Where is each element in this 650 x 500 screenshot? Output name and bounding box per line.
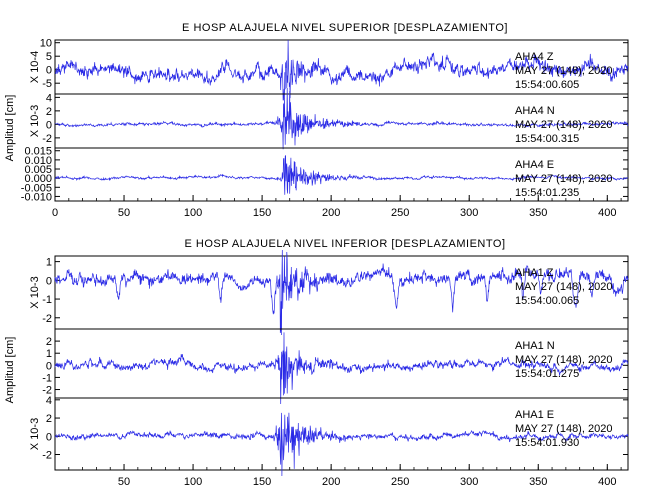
time-label: 15:54:00.605 xyxy=(515,79,579,91)
y-tick-label: 0.015 xyxy=(24,146,52,158)
y-tick-label: 2 xyxy=(46,106,52,118)
y-tick-label: -0.005 xyxy=(21,182,52,194)
y-tick-label: -2 xyxy=(42,133,52,145)
y-tick-label: -5 xyxy=(42,78,52,90)
station-label: AHA1 Z xyxy=(515,267,554,279)
date-label: MAY 27 (148), 2020 xyxy=(515,119,612,131)
time-label: 15:54:00.315 xyxy=(515,133,579,145)
y-tick-label: 0 xyxy=(46,431,52,443)
x-tick-label: 200 xyxy=(322,476,340,488)
trace-aha1-n xyxy=(54,332,629,405)
x-tick-label: 100 xyxy=(184,476,202,488)
date-label: MAY 27 (148), 2020 xyxy=(515,65,612,77)
station-label: AHA1 E xyxy=(515,409,554,421)
y-scale-label: X 10-3 xyxy=(29,418,41,450)
x-tick-label: 300 xyxy=(460,207,478,219)
y-tick-label: -0.010 xyxy=(21,191,52,203)
x-tick-label: 250 xyxy=(391,476,409,488)
y-tick-label: 4 xyxy=(46,395,52,407)
x-tick-label: 250 xyxy=(391,207,409,219)
trace-aha4-n xyxy=(54,87,629,150)
x-tick-label: 350 xyxy=(529,476,547,488)
x-tick-label: 50 xyxy=(118,207,130,219)
y-axis-label-upper: Amplitud [cm] xyxy=(4,95,16,162)
x-tick-label: 300 xyxy=(460,476,478,488)
y-tick-label: 10 xyxy=(40,38,52,50)
y-tick-label: 0 xyxy=(46,119,52,131)
x-tick-label: 350 xyxy=(529,207,547,219)
x-tick-label: 100 xyxy=(184,207,202,219)
date-label: MAY 27 (148), 2020 xyxy=(515,423,612,435)
time-label: 15:54:01.930 xyxy=(515,437,579,449)
trace-aha4-e xyxy=(54,155,629,195)
y-scale-label: X 10-4 xyxy=(29,51,41,83)
x-tick-label: 50 xyxy=(118,476,130,488)
time-label: 15:54:01.235 xyxy=(515,187,579,199)
y-tick-label: 0.010 xyxy=(24,155,52,167)
x-tick-label: 200 xyxy=(322,207,340,219)
y-tick-label: 0.000 xyxy=(24,173,52,185)
x-tick-label: 150 xyxy=(253,207,271,219)
chart-title-lower: E HOSP ALAJUELA NIVEL INFERIOR [DESPLAZA… xyxy=(185,238,506,250)
y-scale-label: X 10-3 xyxy=(29,105,41,137)
time-label: 15:54:00.065 xyxy=(515,295,579,307)
x-tick-label: 0 xyxy=(52,207,58,219)
y-scale-label: X 10-3 xyxy=(29,276,41,308)
time-label: 15:54:01.275 xyxy=(515,368,579,380)
y-tick-label: 5 xyxy=(46,51,52,63)
y-tick-label: -2 xyxy=(42,313,52,325)
y-tick-label: -1 xyxy=(42,294,52,306)
station-label: AHA4 N xyxy=(515,105,555,117)
y-tick-label: 2 xyxy=(46,336,52,348)
station-label: AHA4 E xyxy=(515,159,554,171)
y-tick-label: 1 xyxy=(46,257,52,269)
x-tick-label: 150 xyxy=(253,476,271,488)
y-tick-label: 4 xyxy=(46,92,52,104)
y-tick-label: 0 xyxy=(46,65,52,77)
y-tick-label: 0.005 xyxy=(24,164,52,176)
x-tick-label: 400 xyxy=(598,207,616,219)
y-tick-label: 2 xyxy=(46,413,52,425)
station-label: AHA1 N xyxy=(515,340,555,352)
y-tick-label: 0 xyxy=(46,275,52,287)
y-axis-label-lower: Amplitud [cm] xyxy=(4,337,16,404)
x-tick-label: 400 xyxy=(598,476,616,488)
plot-frame-0 xyxy=(54,39,629,202)
y-tick-label: 0 xyxy=(46,360,52,372)
chart-title-upper: E HOSP ALAJUELA NIVEL SUPERIOR [DESPLAZA… xyxy=(182,22,508,34)
y-tick-label: 1 xyxy=(46,348,52,360)
trace-aha1-e xyxy=(54,412,629,477)
y-tick-label: -2 xyxy=(42,450,52,462)
y-tick-label: -1 xyxy=(42,372,52,384)
y-tick-label: -2 xyxy=(42,385,52,397)
date-label: MAY 27 (148), 2020 xyxy=(515,281,612,293)
date-label: MAY 27 (148), 2020 xyxy=(515,354,612,366)
station-label: AHA4 Z xyxy=(515,51,554,63)
trace-aha1-z xyxy=(54,249,629,336)
date-label: MAY 27 (148), 2020 xyxy=(515,173,612,185)
trace-aha4-z xyxy=(54,39,629,101)
